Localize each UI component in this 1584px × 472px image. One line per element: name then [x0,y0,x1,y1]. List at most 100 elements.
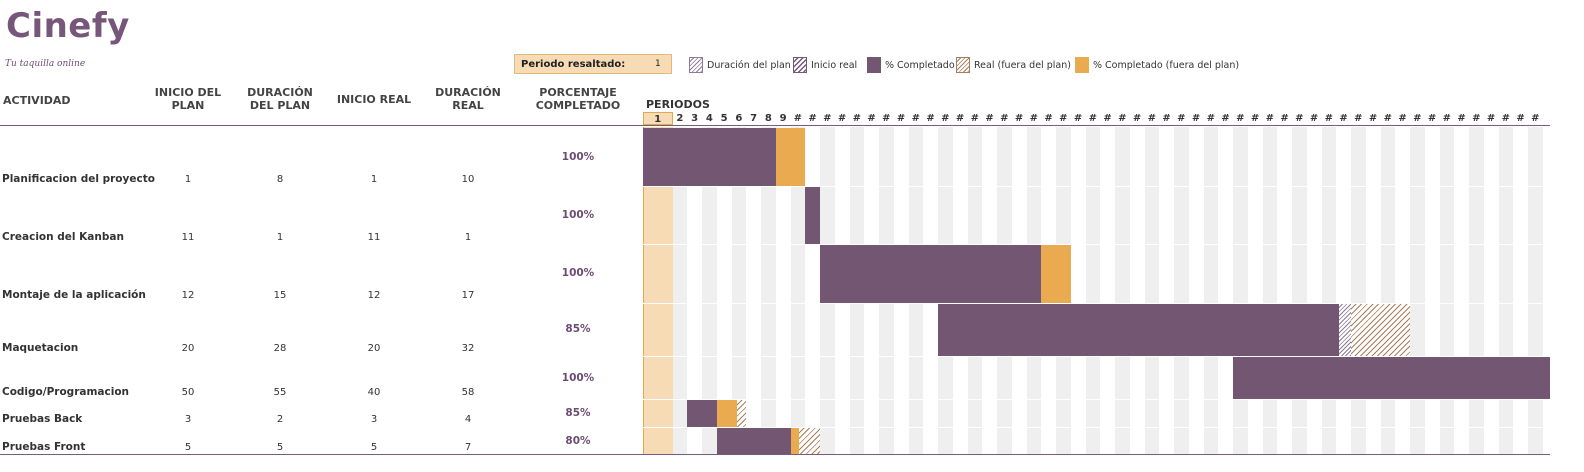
period-column-shade [1439,127,1455,454]
period-column-shade [1528,127,1543,454]
period-header: # [1413,113,1422,124]
cell-duracion-plan: 8 [276,174,284,185]
legend-percent-complete-beyond-plan: % Completado (fuera del plan) [1075,56,1239,74]
period-header: # [867,113,876,124]
period-header: # [1265,113,1275,124]
period-column-shade [1174,127,1189,454]
period-header: # [837,113,847,124]
period-header: # [852,113,862,124]
percent-complete-bar [1233,357,1550,399]
period-header: 6 [735,113,743,124]
period-header: # [970,113,980,124]
period-column-shade [1115,127,1130,454]
cell-inicio-plan: 20 [181,343,195,354]
cell-inicio-real: 1 [370,174,378,185]
period-header: 4 [705,113,713,124]
period-header: # [1427,113,1437,124]
cell-duracion-plan: 55 [273,387,287,398]
period-header: # [1309,113,1319,124]
period-header: # [1531,113,1540,124]
cell-porcentaje: 100% [561,209,595,221]
column-header-duracion-real: DURACIÓN REAL [435,86,501,112]
period-header: # [1118,113,1127,124]
header-divider [0,125,1550,126]
percent-complete-beyond-plan-bar [1041,245,1071,303]
cell-duracion-plan: 28 [273,343,287,354]
period-header: # [1088,113,1098,124]
percent-complete-bar [820,245,1042,303]
period-column-shade [1144,127,1160,454]
period-header: # [1103,113,1112,124]
plan-duration-bar [1339,304,1351,356]
table-bottom-divider [0,454,1550,455]
row-separator [643,244,1550,245]
activity-name: Maquetacion [2,342,79,354]
cell-duracion-plan: 5 [276,442,284,453]
period-header: 7 [750,113,758,124]
cell-inicio-plan: 12 [181,290,195,301]
cell-inicio-plan: 11 [181,232,195,243]
cell-porcentaje: 80% [565,435,591,447]
period-header: # [1516,113,1525,124]
row-separator [643,399,1550,400]
period-header: 8 [764,113,772,124]
percent-complete-beyond-plan-swatch-icon [1075,57,1089,73]
activity-name: Codigo/Programacion [2,386,130,398]
period-column-shade [1498,127,1514,454]
period-header: # [1059,113,1068,124]
period-header: # [1029,113,1039,124]
period-column-shade [1262,127,1278,454]
highlighted-period-selector[interactable]: Periodo resaltado: 1 [514,54,672,74]
cell-inicio-plan: 3 [184,414,192,425]
period-header: # [1162,113,1171,124]
activity-name: Creacion del Kanban [2,231,124,243]
cell-porcentaje: 100% [561,151,595,163]
period-header: # [1132,113,1142,124]
cell-inicio-real: 5 [370,442,378,453]
actual-beyond-plan-bar [1351,304,1410,356]
period-header: # [1472,113,1481,124]
period-column-shade [1292,127,1307,454]
column-header-porcentaje: PORCENTAJE COMPLETADO [535,86,621,112]
actual-beyond-plan-swatch-icon [956,57,970,73]
period-column-shade [672,127,688,454]
period-header: # [1221,113,1230,124]
legend-label: % Completado [885,59,955,71]
period-header: # [1324,113,1334,124]
legend-percent-complete: % Completado [867,56,955,74]
period-column-shade [702,127,717,454]
column-header-actividad: ACTIVIDAD [3,94,71,107]
cell-duracion-plan: 1 [276,232,284,243]
percent-complete-bar [643,128,776,186]
period-header: # [941,113,950,124]
cell-duracion-real: 32 [461,343,475,354]
period-header: 5 [720,113,728,124]
period-column-shade [731,127,747,454]
period-header: # [1383,113,1393,124]
period-header: # [882,113,891,124]
period-header: # [1250,113,1260,124]
period-column-shade [1380,127,1396,454]
percent-complete-beyond-plan-bar [790,428,800,454]
period-header: # [955,113,965,124]
actual-start-swatch-icon [793,57,807,73]
percent-complete-bar [687,400,717,427]
period-header: # [1000,113,1009,124]
legend-actual-beyond-plan: Real (fuera del plan) [956,56,1071,74]
period-header: # [1442,113,1452,124]
period-header: # [793,113,803,124]
period-header: # [1206,113,1216,124]
period-header: # [911,113,921,124]
highlighted-period-value[interactable]: 1 [655,59,661,69]
legend-actual-start: Inicio real [793,56,857,74]
period-column-shade [1321,127,1337,454]
period-column-shade [790,127,806,454]
period-header: # [1339,113,1348,124]
legend-plan-duration: Duración del plan [689,56,791,74]
period-header: # [823,113,832,124]
periods-label: PERIODOS [646,98,710,111]
cell-porcentaje: 85% [565,323,591,335]
period-header: # [1354,113,1363,124]
app-title: Cinefy [6,6,130,46]
period-column-shade [1351,127,1366,454]
